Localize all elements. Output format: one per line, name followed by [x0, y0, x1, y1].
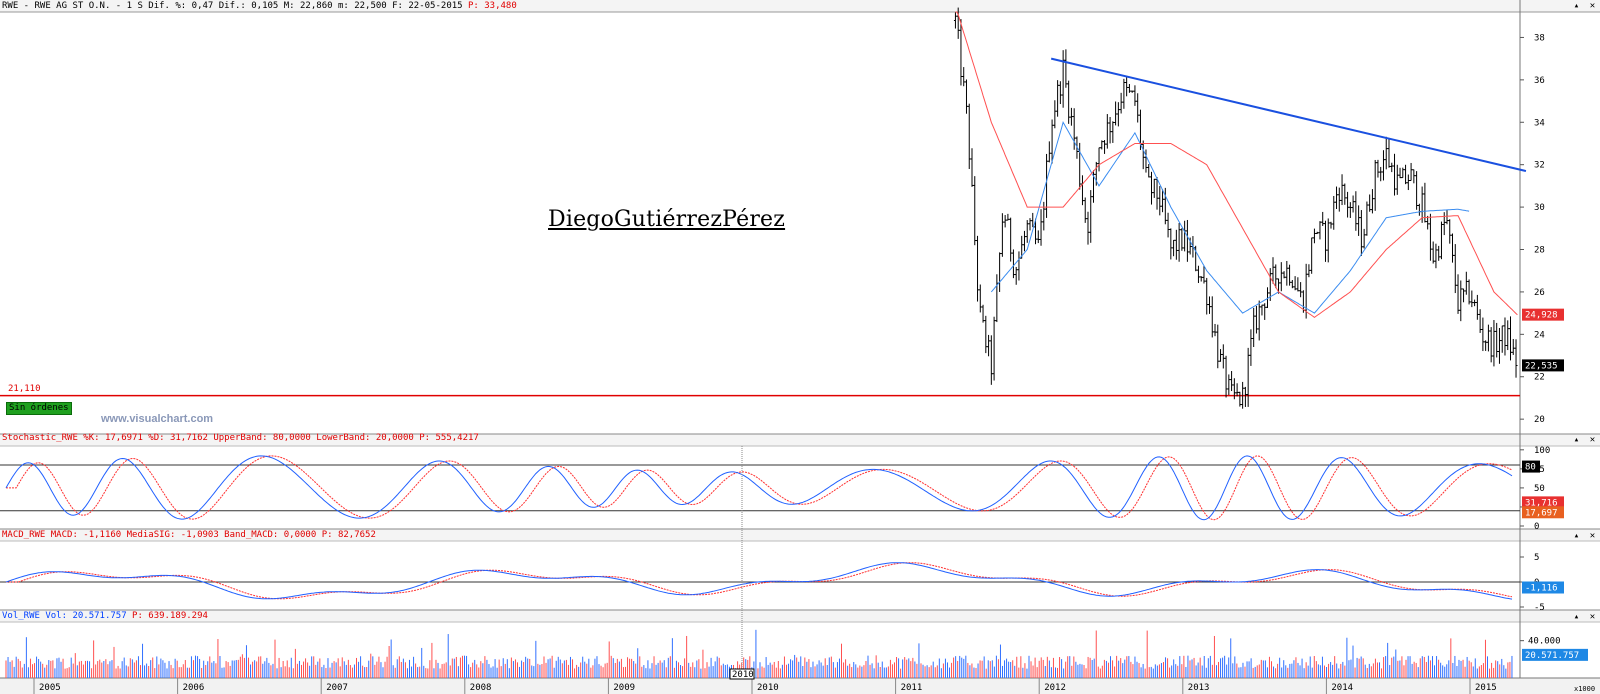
price-tick-label-22: 22 [1534, 373, 1545, 383]
macd-pane-header: MACD_RWE MACD: -1,1160 MediaSIG: -1,0903… [2, 530, 376, 541]
orders-status-badge[interactable]: Sin órdenes [6, 402, 72, 415]
stoch-d-line [6, 455, 1513, 521]
price-badge-sma-bg [1522, 308, 1564, 321]
fast-ma-line [990, 121, 1470, 314]
price-badge-last: 22,535 [1525, 361, 1558, 371]
price-tick-label-24: 24 [1534, 330, 1545, 340]
macd-badge: -1,116 [1525, 584, 1558, 594]
macd-signal-line [6, 562, 1513, 600]
pane-header-bg-0 [0, 434, 1600, 446]
macd-menu-icon[interactable]: ▴ [1573, 531, 1580, 541]
price-tick-label-26: 26 [1534, 288, 1545, 298]
pane-header-bg-1 [0, 529, 1600, 541]
stoch-menu-icon[interactable]: ▴ [1573, 435, 1580, 445]
x-tick-label-2015: 2015 [1475, 683, 1497, 693]
site-watermark: www.visualchart.com [101, 413, 214, 425]
stoch-tick-label-0: 0 [1534, 522, 1539, 532]
stoch-pane-header: Stochastic_RWE %K: 17,6971 %D: 31,7162 U… [2, 433, 479, 444]
price-badge-last-bg [1522, 359, 1564, 372]
price-header-p: P: 33,480 [468, 1, 517, 11]
price-tick-label-32: 32 [1534, 161, 1545, 171]
price-tick-label-36: 36 [1534, 76, 1545, 86]
macd-header-text: MACD_RWE MACD: -1,1160 MediaSIG: -1,0903… [2, 530, 322, 540]
pane-close-icon[interactable]: ✕ [1589, 1, 1596, 11]
author-watermark: DiegoGutiérrezPérez [548, 207, 786, 232]
vol-header-p: P: 639.189.294 [132, 611, 208, 621]
x-tick-label-2008: 2008 [470, 683, 492, 693]
macd-header-p: P: 82,7652 [321, 530, 376, 540]
x-tick-label-2012: 2012 [1044, 683, 1066, 693]
stoch-tick-label-50: 50 [1534, 484, 1545, 494]
cursor-label: 2010 [732, 670, 754, 680]
support-level-label: 21,110 [8, 384, 41, 394]
stoch-close-icon[interactable]: ✕ [1589, 435, 1596, 445]
stoch-k-line [5, 455, 1513, 521]
x-tick-label-2014: 2014 [1331, 683, 1353, 693]
macd-badge-bg [1522, 581, 1564, 594]
x-tick-label-2009: 2009 [613, 683, 635, 693]
stoch-header-p: P: 555,4217 [419, 433, 479, 443]
stoch-badge-d-bg [1522, 496, 1564, 509]
title-bar [0, 0, 1600, 12]
slow-ma-line [955, 11, 1518, 319]
price-badge-sma: 24,928 [1525, 311, 1558, 321]
pane-menu-icon[interactable]: ▴ [1573, 1, 1580, 11]
stoch-tick-label-100: 100 [1534, 446, 1550, 456]
stoch-badge-k-bg [1522, 506, 1564, 519]
macd-close-icon[interactable]: ✕ [1589, 531, 1596, 541]
price-tick-label-20: 20 [1534, 415, 1545, 425]
price-tick-label-28: 28 [1534, 246, 1545, 256]
vol-close-icon[interactable]: ✕ [1589, 612, 1596, 622]
macd-tick-label--5: -5 [1534, 603, 1545, 613]
price-pane-header: RWE - RWE AG ST O.N. - 1 S Dif. %: 0,47 … [2, 1, 517, 12]
stoch-badge-upper: 80 [1525, 463, 1536, 473]
x-tick-label-2013: 2013 [1188, 683, 1210, 693]
vol-badge-bg [1522, 648, 1588, 661]
vol-scale-note: x1000 [1574, 685, 1595, 693]
vol-tick-label: 40.000 [1528, 637, 1561, 647]
stoch-badge-upper-bg [1522, 460, 1540, 473]
pane-header-bg-2 [0, 610, 1600, 622]
x-tick-label-2006: 2006 [183, 683, 205, 693]
cursor-label-bg [729, 668, 755, 680]
vol-badge: 20.571.757 [1525, 651, 1579, 661]
price-tick-label-34: 34 [1534, 118, 1545, 128]
vol-pane-header: Vol_RWE Vol: 20.571.757 P: 639.189.294 [2, 611, 208, 622]
macd-tick-label-5: 5 [1534, 553, 1539, 563]
time-axis-bg [0, 678, 1600, 694]
x-tick-label-2005: 2005 [39, 683, 61, 693]
x-tick-label-2010: 2010 [757, 683, 779, 693]
stoch-header-text: Stochastic_RWE %K: 17,6971 %D: 31,7162 U… [2, 433, 420, 443]
vol-header-text: Vol_RWE Vol: 20.571.757 [2, 611, 133, 621]
x-tick-label-2007: 2007 [326, 683, 348, 693]
price-tick-label-38: 38 [1534, 33, 1545, 43]
macd-line [5, 562, 1513, 600]
price-header-text: RWE - RWE AG ST O.N. - 1 S Dif. %: 0,47 … [2, 1, 468, 11]
stoch-badge-k: 17,697 [1525, 508, 1558, 518]
x-tick-label-2011: 2011 [901, 683, 923, 693]
price-tick-label-30: 30 [1534, 203, 1545, 213]
resistance-trendline [1050, 57, 1527, 173]
stoch-badge-d: 31,716 [1525, 498, 1558, 508]
vol-menu-icon[interactable]: ▴ [1573, 612, 1580, 622]
